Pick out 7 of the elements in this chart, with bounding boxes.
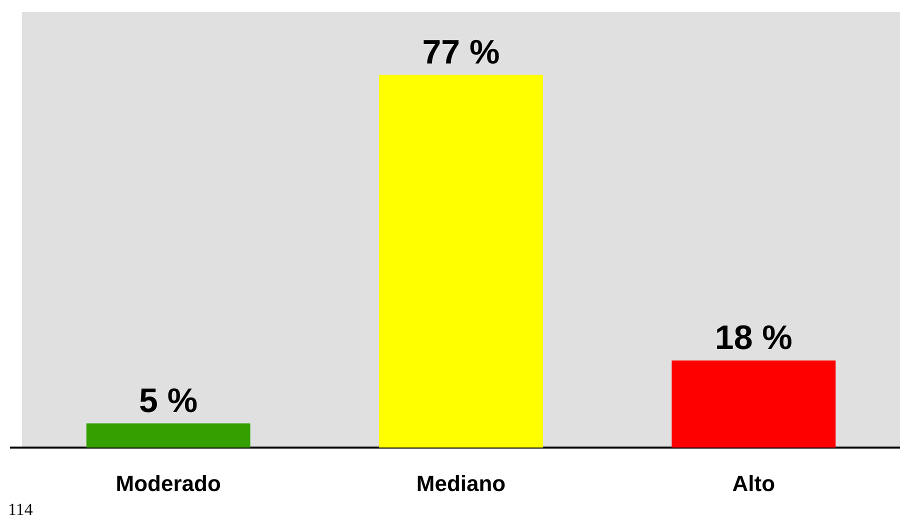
x-tick-label: Mediano bbox=[416, 470, 506, 496]
data-label: 18 % bbox=[714, 318, 792, 357]
data-label: 77 % bbox=[422, 33, 500, 72]
data-label: 5 % bbox=[139, 382, 198, 420]
x-tick-label: Alto bbox=[732, 470, 776, 496]
text: 114 bbox=[8, 500, 33, 520]
x-tick-label: Moderado bbox=[116, 470, 221, 496]
